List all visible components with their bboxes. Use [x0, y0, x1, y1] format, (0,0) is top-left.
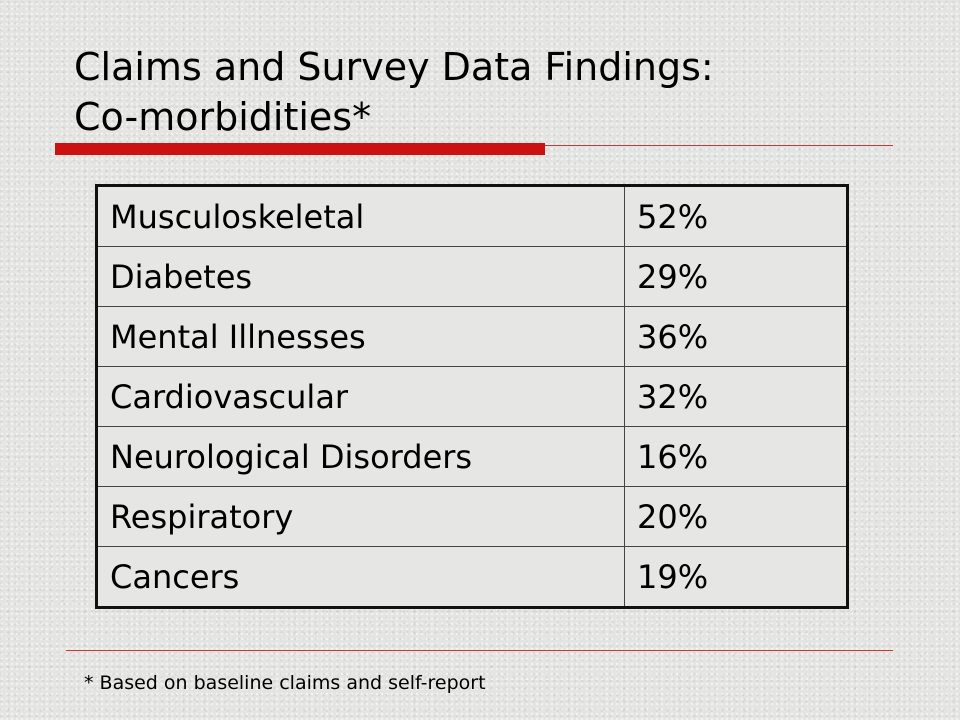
table-row: Musculoskeletal 52%	[96, 185, 848, 247]
condition-cell: Diabetes	[96, 246, 625, 307]
title-line-2: Co-morbidities*	[74, 95, 372, 139]
table-row: Cancers 19%	[96, 546, 848, 608]
table-row: Respiratory 20%	[96, 486, 848, 547]
percent-cell: 32%	[624, 366, 848, 427]
percent-cell: 19%	[624, 546, 848, 608]
percent-cell: 16%	[624, 426, 848, 487]
percent-cell: 36%	[624, 306, 848, 367]
table-row: Neurological Disorders 16%	[96, 426, 848, 487]
condition-cell: Respiratory	[96, 486, 625, 547]
title-line-1: Claims and Survey Data Findings:	[74, 45, 714, 89]
title-divider-line	[545, 145, 893, 146]
table-row: Mental Illnesses 36%	[96, 306, 848, 367]
percent-cell: 29%	[624, 246, 848, 307]
condition-cell: Mental Illnesses	[96, 306, 625, 367]
percent-cell: 52%	[624, 185, 848, 247]
slide-title: Claims and Survey Data Findings: Co-morb…	[74, 42, 894, 142]
condition-cell: Musculoskeletal	[96, 185, 625, 247]
condition-cell: Neurological Disorders	[96, 426, 625, 487]
comorbidities-table: Musculoskeletal 52% Diabetes 29% Mental …	[95, 184, 849, 609]
condition-cell: Cancers	[96, 546, 625, 608]
title-accent-bar	[55, 143, 545, 155]
condition-cell: Cardiovascular	[96, 366, 625, 427]
footnote: * Based on baseline claims and self-repo…	[84, 672, 486, 694]
footer-divider-line	[66, 650, 893, 651]
percent-cell: 20%	[624, 486, 848, 547]
table-row: Diabetes 29%	[96, 246, 848, 307]
table-row: Cardiovascular 32%	[96, 366, 848, 427]
